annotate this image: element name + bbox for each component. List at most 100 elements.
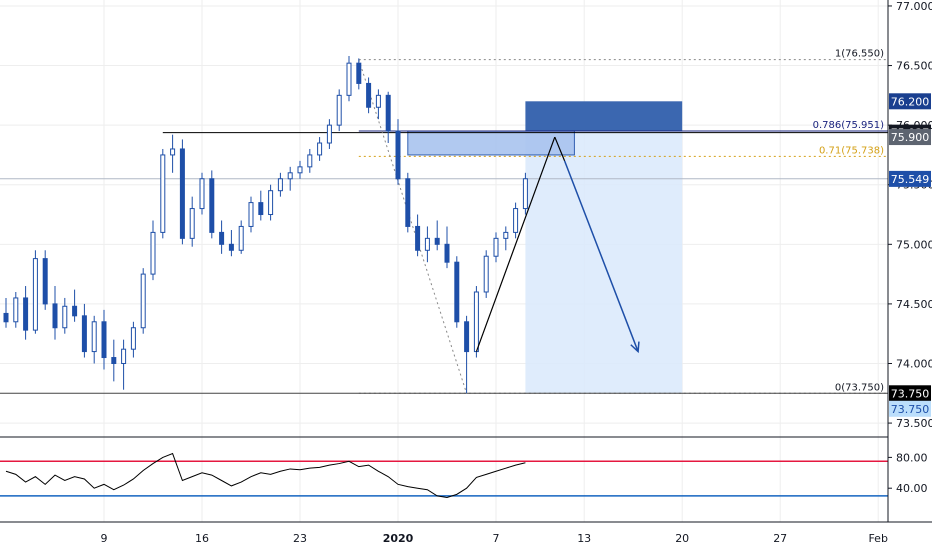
candle — [268, 184, 274, 221]
candle — [326, 119, 332, 149]
candle — [160, 148, 166, 239]
candle — [238, 220, 244, 254]
candle — [13, 291, 19, 328]
candle-body — [72, 305, 78, 317]
candle — [317, 137, 323, 161]
candle — [522, 172, 528, 215]
candle — [150, 220, 156, 281]
candle — [395, 119, 401, 185]
price-tag: 73.750 — [889, 385, 931, 402]
rising-trendline — [475, 136, 556, 352]
candle — [415, 214, 421, 257]
candle — [346, 56, 352, 102]
candle — [336, 89, 342, 132]
candle-body — [130, 327, 136, 350]
candle — [434, 220, 440, 251]
candle-body — [326, 124, 332, 144]
candle — [52, 286, 58, 340]
candle — [3, 297, 9, 328]
candle — [219, 220, 225, 254]
candle-body — [62, 305, 68, 329]
candle — [464, 315, 470, 394]
candle-body — [307, 154, 313, 168]
price-tag-text: 75.900 — [891, 131, 930, 144]
trade-zones — [407, 101, 683, 394]
candle-body — [513, 208, 519, 233]
stop-zone — [525, 101, 683, 132]
rsi-pane — [0, 436, 888, 498]
candle-body — [375, 94, 381, 108]
candle-body — [52, 303, 58, 329]
time-tick-label: 2020 — [383, 532, 414, 545]
candle — [444, 226, 450, 269]
candle — [91, 315, 97, 364]
candle-body — [140, 273, 146, 329]
candle-body — [121, 348, 127, 364]
candle-body — [13, 297, 19, 323]
time-tick-label: 23 — [293, 532, 307, 545]
candle-body — [405, 178, 411, 227]
candlesticks[interactable] — [3, 56, 528, 394]
candle-body — [444, 243, 450, 263]
candle — [72, 289, 78, 322]
candle — [277, 172, 283, 197]
time-tick-label: 7 — [493, 532, 500, 545]
candle — [483, 250, 489, 298]
candle-body — [219, 231, 225, 245]
price-tick-label: 75.000 — [896, 238, 932, 251]
candle — [179, 139, 185, 245]
candle-body — [160, 154, 166, 233]
candle — [385, 91, 391, 144]
candle — [81, 303, 87, 358]
candle-body — [111, 357, 117, 364]
trendline-tail — [554, 136, 566, 162]
candle-body — [503, 231, 509, 239]
time-tick-label: 16 — [195, 532, 209, 545]
candle-body — [366, 82, 372, 108]
candle-body — [209, 178, 215, 233]
price-tag-text: 75.549 — [891, 173, 930, 186]
rsi-tick-label: 80.00 — [896, 451, 928, 464]
candle — [228, 230, 234, 257]
candle — [297, 160, 303, 179]
candle-body — [170, 148, 176, 156]
candle — [424, 226, 430, 263]
candle-body — [81, 315, 87, 353]
candle — [170, 134, 176, 173]
candle-body — [150, 231, 156, 275]
time-tick-label: 20 — [675, 532, 689, 545]
candle-body — [248, 202, 254, 227]
time-tick-label: Feb — [868, 532, 887, 545]
candle — [121, 339, 127, 390]
candle-body — [473, 291, 479, 353]
candle — [199, 172, 205, 215]
candle — [493, 232, 499, 263]
candle — [258, 190, 264, 221]
candle-body — [91, 321, 97, 353]
fib-level-label: 0.71(75.738) — [819, 145, 884, 156]
price-tag-bg — [889, 400, 931, 417]
candle — [42, 250, 48, 310]
rsi-tick-label: 40.00 — [896, 482, 928, 495]
price-tag-text: 73.750 — [891, 403, 930, 416]
price-tag: 76.200 — [889, 93, 931, 110]
candle — [454, 256, 460, 328]
candle-body — [522, 178, 528, 210]
candle-body — [189, 208, 195, 239]
candle — [209, 170, 215, 239]
candle-body — [454, 261, 460, 323]
candle-body — [179, 148, 185, 239]
price-tag: 75.549 — [889, 170, 931, 187]
candle-body — [268, 190, 274, 216]
time-tick-label: 13 — [577, 532, 591, 545]
price-tag: 73.750 — [889, 400, 931, 417]
time-tick-label: 9 — [101, 532, 108, 545]
candle-body — [356, 62, 362, 84]
rsi-line — [5, 452, 526, 498]
fib-level-label: 1(76.550) — [835, 49, 884, 60]
candle — [32, 250, 38, 334]
fib-level-label: 0.786(75.951) — [813, 120, 885, 131]
